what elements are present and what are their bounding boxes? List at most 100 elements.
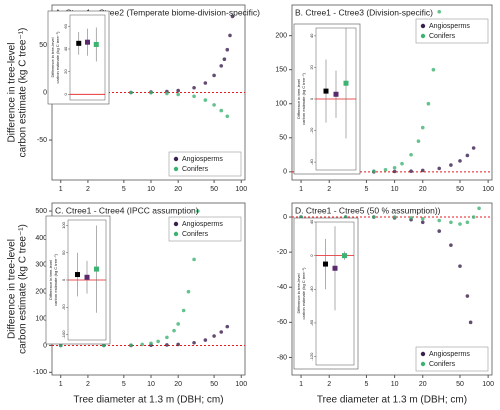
- data-point: [372, 215, 376, 219]
- data-point: [181, 308, 186, 313]
- data-point: [165, 335, 169, 340]
- data-point: [465, 153, 470, 158]
- data-point: [165, 343, 169, 347]
- x-tick-label: 2: [327, 186, 331, 193]
- inset-y-tick-label: 40: [63, 46, 68, 51]
- data-point: [212, 73, 216, 78]
- inset-point: [343, 80, 349, 86]
- x-tick-label: 10: [391, 381, 399, 388]
- data-point: [129, 90, 133, 95]
- data-point: [409, 216, 413, 220]
- inset-y-label: Difference in tree-level: [50, 37, 55, 77]
- data-point: [149, 341, 153, 346]
- legend-marker: [420, 23, 426, 29]
- data-point: [203, 98, 208, 102]
- inset-point: [94, 266, 99, 272]
- inset-y-tick-label: -100: [61, 330, 66, 339]
- inset-y-tick-label: 40: [309, 33, 314, 38]
- inset-y-tick-label: 0: [309, 254, 314, 257]
- legend-label: Angiosperms: [429, 351, 470, 358]
- data-point: [449, 243, 453, 247]
- y-tick-label: -40: [277, 284, 287, 291]
- inset-y-tick-label: -20: [309, 127, 314, 134]
- inset-plot: [69, 14, 106, 101]
- data-point: [437, 229, 442, 233]
- data-point: [437, 10, 442, 14]
- data-point: [420, 220, 425, 225]
- legend-box: [168, 216, 242, 242]
- data-point: [222, 57, 227, 62]
- legend-marker: [173, 156, 179, 162]
- legend-box: [415, 346, 489, 372]
- data-point: [420, 168, 425, 173]
- y-tick-label: 0: [283, 169, 287, 176]
- data-point: [186, 289, 191, 294]
- legend-box: [415, 18, 489, 44]
- y-tick-label: 300: [35, 262, 47, 269]
- inset-point: [332, 265, 338, 271]
- inset-y-label: Difference in tree-level: [48, 260, 53, 300]
- x-tick-label: 20: [174, 381, 182, 388]
- inset-y-tick-label: -120: [309, 352, 314, 361]
- plot-frame: [291, 202, 493, 376]
- data-point: [465, 294, 470, 298]
- data-point: [172, 328, 176, 333]
- y-tick-label: 100: [35, 315, 47, 322]
- legend-marker: [420, 351, 426, 357]
- inset-y-tick-label: 40: [309, 219, 314, 224]
- legend-label: Conifers: [429, 33, 456, 40]
- x-tick-label: 10: [147, 381, 155, 388]
- x-tick-label: 50: [456, 381, 464, 388]
- data-point: [192, 85, 196, 90]
- x-tick-label: 100: [482, 381, 494, 388]
- data-point: [156, 339, 160, 344]
- data-point: [192, 257, 196, 262]
- inset-frame: [293, 217, 359, 370]
- data-point: [176, 322, 180, 326]
- x-tick-label: 5: [122, 381, 126, 388]
- inset-point: [323, 261, 328, 267]
- inset-y-label: carbon estimate (kg C tree⁻¹): [55, 31, 60, 84]
- inset-y-tick-label: -40: [309, 286, 314, 293]
- data-point: [477, 206, 481, 211]
- x-tick-label: 100: [235, 381, 247, 388]
- y-tick-label: 200: [35, 289, 47, 296]
- data-point: [219, 330, 224, 334]
- y-axis-label: carbon estimate (kg C tree⁻¹): [18, 224, 29, 354]
- data-point: [449, 163, 453, 167]
- y-axis-label: Difference in tree-level: [7, 43, 18, 143]
- y-tick-label: 50: [279, 135, 287, 142]
- legend-marker: [173, 221, 179, 227]
- x-tick-label: 2: [86, 381, 90, 388]
- data-point: [420, 125, 425, 130]
- data-point: [392, 165, 397, 170]
- data-point: [225, 324, 230, 329]
- inset-point: [333, 91, 339, 97]
- data-point: [383, 167, 388, 172]
- y-tick-label: 200: [275, 32, 287, 39]
- x-tick-label: 5: [122, 186, 126, 193]
- data-point: [58, 343, 63, 348]
- data-point: [203, 338, 208, 342]
- x-tick-label: 100: [235, 186, 247, 193]
- legend-label: Angiosperms: [429, 23, 470, 30]
- inset-point: [75, 272, 80, 278]
- inset-point: [76, 40, 82, 46]
- data-point: [140, 342, 145, 347]
- legend-label: Conifers: [429, 361, 456, 368]
- data-point: [392, 169, 397, 174]
- data-point: [176, 88, 180, 93]
- y-axis-label: Difference in tree-level: [7, 239, 18, 339]
- data-point: [192, 340, 196, 345]
- y-tick-label: 0: [283, 214, 287, 221]
- legend-label: Conifers: [182, 166, 209, 173]
- panel-title: B. Ctree1 - Ctree3 (Division-specific): [295, 7, 433, 17]
- x-axis-label: Tree diameter at 1.3 m (DBH; cm): [73, 395, 223, 406]
- inset-y-tick-label: 100: [61, 221, 66, 228]
- legend-marker: [173, 166, 179, 172]
- x-tick-label: 1: [299, 186, 303, 193]
- x-tick-label: 1: [299, 381, 303, 388]
- y-tick-label: 400: [35, 235, 47, 242]
- x-tick-label: 20: [419, 186, 427, 193]
